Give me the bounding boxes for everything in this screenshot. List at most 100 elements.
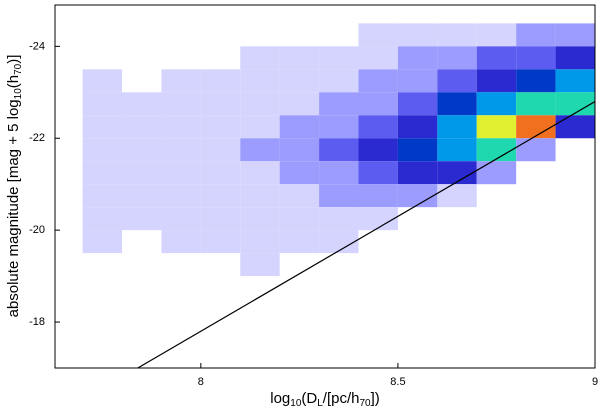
density-cell <box>201 253 240 276</box>
density-cell <box>279 184 320 208</box>
limit-line <box>137 100 595 368</box>
density-cell <box>516 230 555 253</box>
density-cell <box>397 69 438 93</box>
density-cell <box>477 253 516 276</box>
x-tick-label: 9 <box>592 376 598 388</box>
density-cell <box>516 276 555 299</box>
density-cell <box>556 276 595 299</box>
density-cell <box>476 69 517 93</box>
label-subscript: 70 <box>359 398 371 409</box>
density-cell <box>279 230 320 254</box>
density-cell <box>82 207 123 231</box>
density-cell <box>476 115 517 139</box>
density-cell <box>161 276 200 299</box>
density-cell <box>319 138 359 162</box>
density-cell <box>82 115 123 139</box>
label-subscript: L <box>317 398 323 409</box>
label-text: )] <box>5 55 22 64</box>
y-tick-label: -18 <box>29 316 45 328</box>
density-cell <box>161 115 201 139</box>
density-cell <box>555 115 595 139</box>
density-cell <box>122 23 161 46</box>
density-cell <box>280 276 319 299</box>
density-cell <box>122 276 161 299</box>
density-cell <box>398 230 437 253</box>
density-cell <box>397 46 438 70</box>
density-cell <box>240 115 280 139</box>
density-cell <box>82 92 123 116</box>
density-cell <box>82 230 123 254</box>
density-cell <box>240 253 280 277</box>
density-cell <box>279 161 320 185</box>
density-cell <box>437 276 476 299</box>
density-cell <box>358 46 398 70</box>
x-tick-label: 8.5 <box>390 376 405 388</box>
density-cell <box>358 115 398 139</box>
density-cell <box>279 138 320 162</box>
density-cell <box>83 276 122 299</box>
density-cell <box>556 161 595 184</box>
density-cell <box>397 115 438 139</box>
label-text: (h <box>5 75 22 88</box>
density-cell <box>122 69 161 92</box>
density-cell <box>161 46 200 69</box>
density-cell <box>319 115 359 139</box>
density-cell <box>82 161 123 185</box>
density-cell <box>200 184 241 208</box>
density-cell <box>477 184 516 207</box>
density-cell <box>280 23 319 46</box>
density-cell <box>437 92 477 116</box>
label-subscript: 70 <box>13 63 24 75</box>
density-cell <box>516 92 556 116</box>
density-cell <box>122 207 162 231</box>
density-cell <box>476 46 517 70</box>
density-cell <box>437 46 477 70</box>
density-cell <box>240 138 280 162</box>
density-cell <box>240 69 280 93</box>
density-cell <box>437 253 476 276</box>
density-cell <box>161 69 201 93</box>
density-cell <box>437 161 477 185</box>
density-cell <box>122 46 161 69</box>
density-cell <box>437 230 476 253</box>
density-cell <box>200 207 241 231</box>
density-cell <box>122 161 162 185</box>
density-cell <box>319 92 359 116</box>
density-cell <box>516 69 556 93</box>
density-cell <box>556 138 595 161</box>
density-cell <box>201 276 240 299</box>
density-cell <box>359 230 398 253</box>
density-cell <box>516 207 555 230</box>
density-cell <box>516 253 555 276</box>
density-cell <box>122 138 162 162</box>
density-cell <box>437 184 477 208</box>
density-cell <box>200 69 241 93</box>
density-cell <box>476 161 517 185</box>
density-cell <box>358 184 398 208</box>
density-cell <box>437 115 477 139</box>
density-cell <box>397 161 438 185</box>
y-axis-label: absolute magnitude [mag + 5 log10(h70)] <box>5 55 24 318</box>
density-cell <box>319 69 359 93</box>
density-cell <box>279 46 320 70</box>
density-cell <box>122 184 162 208</box>
density-cell <box>240 184 280 208</box>
density-cell <box>555 69 595 93</box>
density-cell <box>161 92 201 116</box>
density-cell <box>161 230 201 254</box>
density-cell <box>161 23 200 46</box>
density-cell <box>279 69 320 93</box>
density-cell <box>358 92 398 116</box>
label-text: (D <box>301 390 317 407</box>
density-cell <box>397 92 438 116</box>
plot-area <box>82 23 595 368</box>
density-cell <box>319 276 358 299</box>
density-cell <box>240 207 280 231</box>
density-cell <box>397 184 438 208</box>
density-cell <box>555 23 595 47</box>
density-cell <box>83 46 122 69</box>
density-cell <box>477 276 516 299</box>
density-cell <box>201 46 240 69</box>
density-cell <box>516 161 555 184</box>
